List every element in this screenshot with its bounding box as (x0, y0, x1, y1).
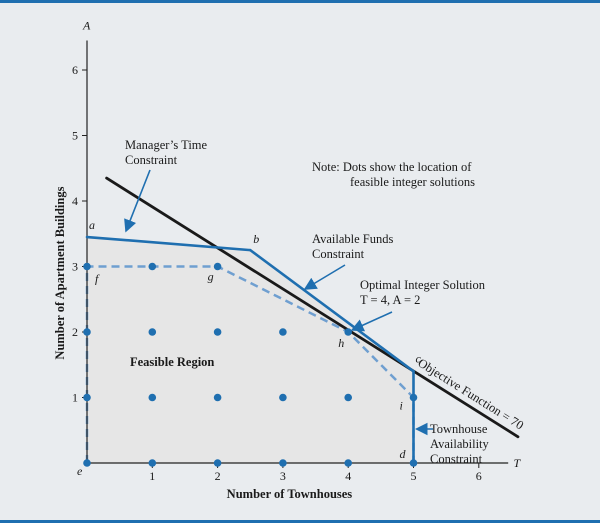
integer-solution-point (213, 262, 222, 271)
integer-solution-point (148, 328, 157, 336)
y-tick-label: 5 (72, 129, 78, 143)
available-funds-label: Available Funds Constraint (312, 232, 393, 261)
integer-solution-point (409, 393, 418, 402)
feasible-region (87, 237, 414, 463)
x-axis-label: Number of Townhouses (227, 487, 353, 501)
vertex-label-f: f (95, 272, 100, 286)
available-funds-arrow (303, 264, 346, 290)
axes: T A Number of Townhouses Number of Apartmen… (53, 18, 521, 501)
y-axis-letter: A (82, 18, 91, 32)
x-axis-letter: T (513, 456, 521, 470)
objective-function-label: Objective Function = 70 (415, 356, 526, 433)
vertex-label-i: i (400, 399, 403, 413)
vertex-label-c: c (416, 351, 422, 365)
integer-points (83, 262, 418, 467)
vertex-label-g: g (208, 270, 214, 284)
chart-note: Note: Dots show the location of feasible … (312, 160, 475, 189)
x-tick-label: 3 (280, 469, 286, 483)
y-tick-label: 3 (72, 260, 78, 274)
x-tick-label: 2 (215, 469, 221, 483)
x-tick-label: 5 (411, 469, 417, 483)
y-tick-label: 4 (72, 194, 78, 208)
integer-solution-point (213, 393, 222, 402)
available-funds-constraint-line (248, 248, 415, 373)
integer-solution-point (213, 328, 222, 336)
integer-program-chart: 1 2 3 4 5 6 1 2 3 4 5 6 T A Number of Townhouses Numbe… (53, 18, 526, 501)
integer-solution-point (344, 393, 353, 402)
optimal-solution-label: Optimal Integer Solution T = 4, A = 2 (360, 278, 486, 307)
constraint-lines (85, 176, 520, 465)
vertex-label-e: e (77, 464, 83, 478)
y-axis-label: Number of Apartment Buildings (53, 186, 67, 359)
managers-time-constraint-line (85, 235, 252, 252)
vertex-label-a: a (89, 218, 95, 232)
optimal-solution-arrow (350, 311, 393, 332)
integer-solution-point (409, 459, 418, 467)
y-tick-label: 6 (72, 63, 78, 77)
integer-solution-point (344, 328, 353, 336)
integer-solution-point (83, 459, 91, 467)
vertex-label-h: h (338, 336, 344, 350)
vertex-label-b: b (253, 232, 259, 246)
integer-solution-point (213, 459, 222, 467)
integer-solution-point (279, 459, 287, 467)
integer-solution-point (279, 328, 287, 336)
objective-function-line (105, 176, 520, 439)
managers-time-label: Manager’s Time Constraint (125, 138, 208, 167)
y-tick-label: 1 (72, 391, 78, 405)
integer-solution-point (148, 393, 157, 402)
managers-time-arrow (124, 169, 151, 233)
y-tick-label: 2 (72, 325, 78, 339)
vertex-label-d: d (400, 447, 407, 461)
integer-solution-point (83, 328, 91, 336)
integer-solution-point (344, 459, 353, 467)
integer-solution-point (83, 262, 91, 271)
x-tick-label: 1 (149, 469, 155, 483)
integer-solution-point (148, 459, 157, 467)
integer-solution-point (83, 393, 91, 402)
x-tick-label: 6 (476, 469, 482, 483)
integer-solution-point (279, 393, 287, 402)
townhouse-availability-label: Townhouse Availability Constraint (430, 422, 490, 466)
feasible-region-label: Feasible Region (130, 355, 214, 369)
x-tick-label: 4 (345, 469, 351, 483)
integer-solution-point (148, 262, 157, 271)
